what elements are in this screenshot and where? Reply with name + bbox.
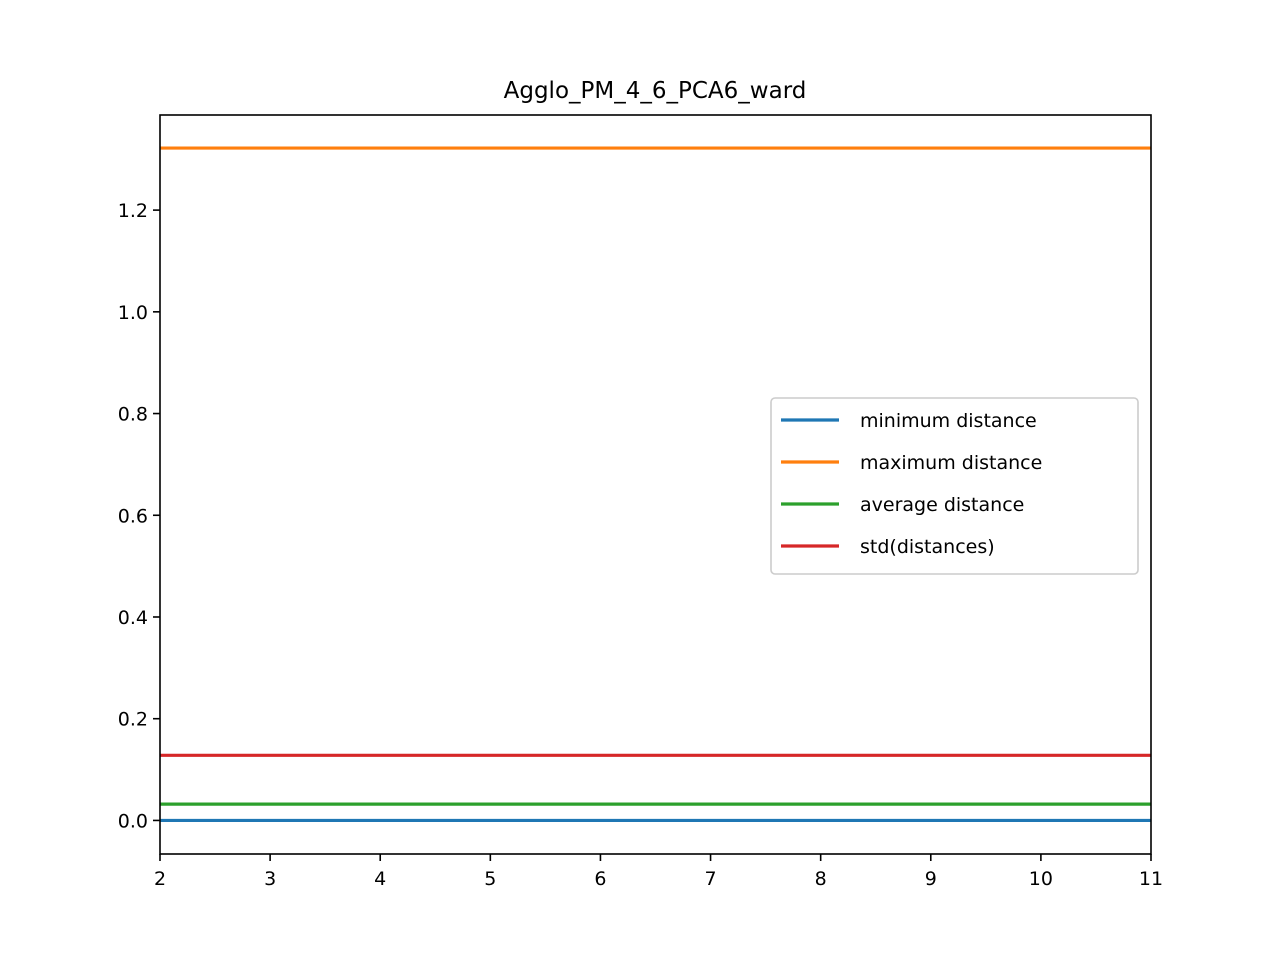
legend: minimum distance maximum distance average …: [770, 397, 1139, 575]
x-tick-label: 5: [484, 868, 496, 890]
x-tick-label: 6: [594, 868, 606, 890]
y-tick-label: 0.2: [118, 709, 148, 731]
x-axis: 2 3 4 5 6 7 8 9 10 11: [154, 854, 1163, 890]
legend-label: minimum distance: [860, 410, 1037, 432]
y-tick-label: 0.6: [118, 505, 148, 527]
y-tick-label: 0.4: [118, 607, 148, 629]
y-axis: 0.0 0.2 0.4 0.6 0.8 1.0 1.2: [118, 200, 160, 832]
y-tick-label: 1.2: [118, 200, 148, 222]
y-tick-label: 0.0: [118, 810, 148, 832]
plot-area-frame: [159, 114, 1152, 855]
legend-box: [770, 397, 1139, 575]
x-tick-label: 8: [815, 868, 827, 890]
x-tick-label: 11: [1139, 868, 1163, 890]
legend-label: std(distances): [860, 536, 995, 558]
legend-label: average distance: [860, 494, 1024, 516]
chart-title: Agglo_PM_4_6_PCA6_ward: [504, 78, 807, 104]
series-layer: [160, 146, 1151, 823]
y-tick-label: 1.0: [118, 302, 148, 324]
x-tick-label: 4: [374, 868, 386, 890]
y-tick-label: 0.8: [118, 404, 148, 426]
x-tick-label: 7: [705, 868, 717, 890]
x-tick-label: 10: [1029, 868, 1053, 890]
x-tick-label: 3: [264, 868, 276, 890]
x-tick-label: 2: [154, 868, 166, 890]
legend-label: maximum distance: [860, 452, 1042, 474]
x-tick-label: 9: [925, 868, 937, 890]
